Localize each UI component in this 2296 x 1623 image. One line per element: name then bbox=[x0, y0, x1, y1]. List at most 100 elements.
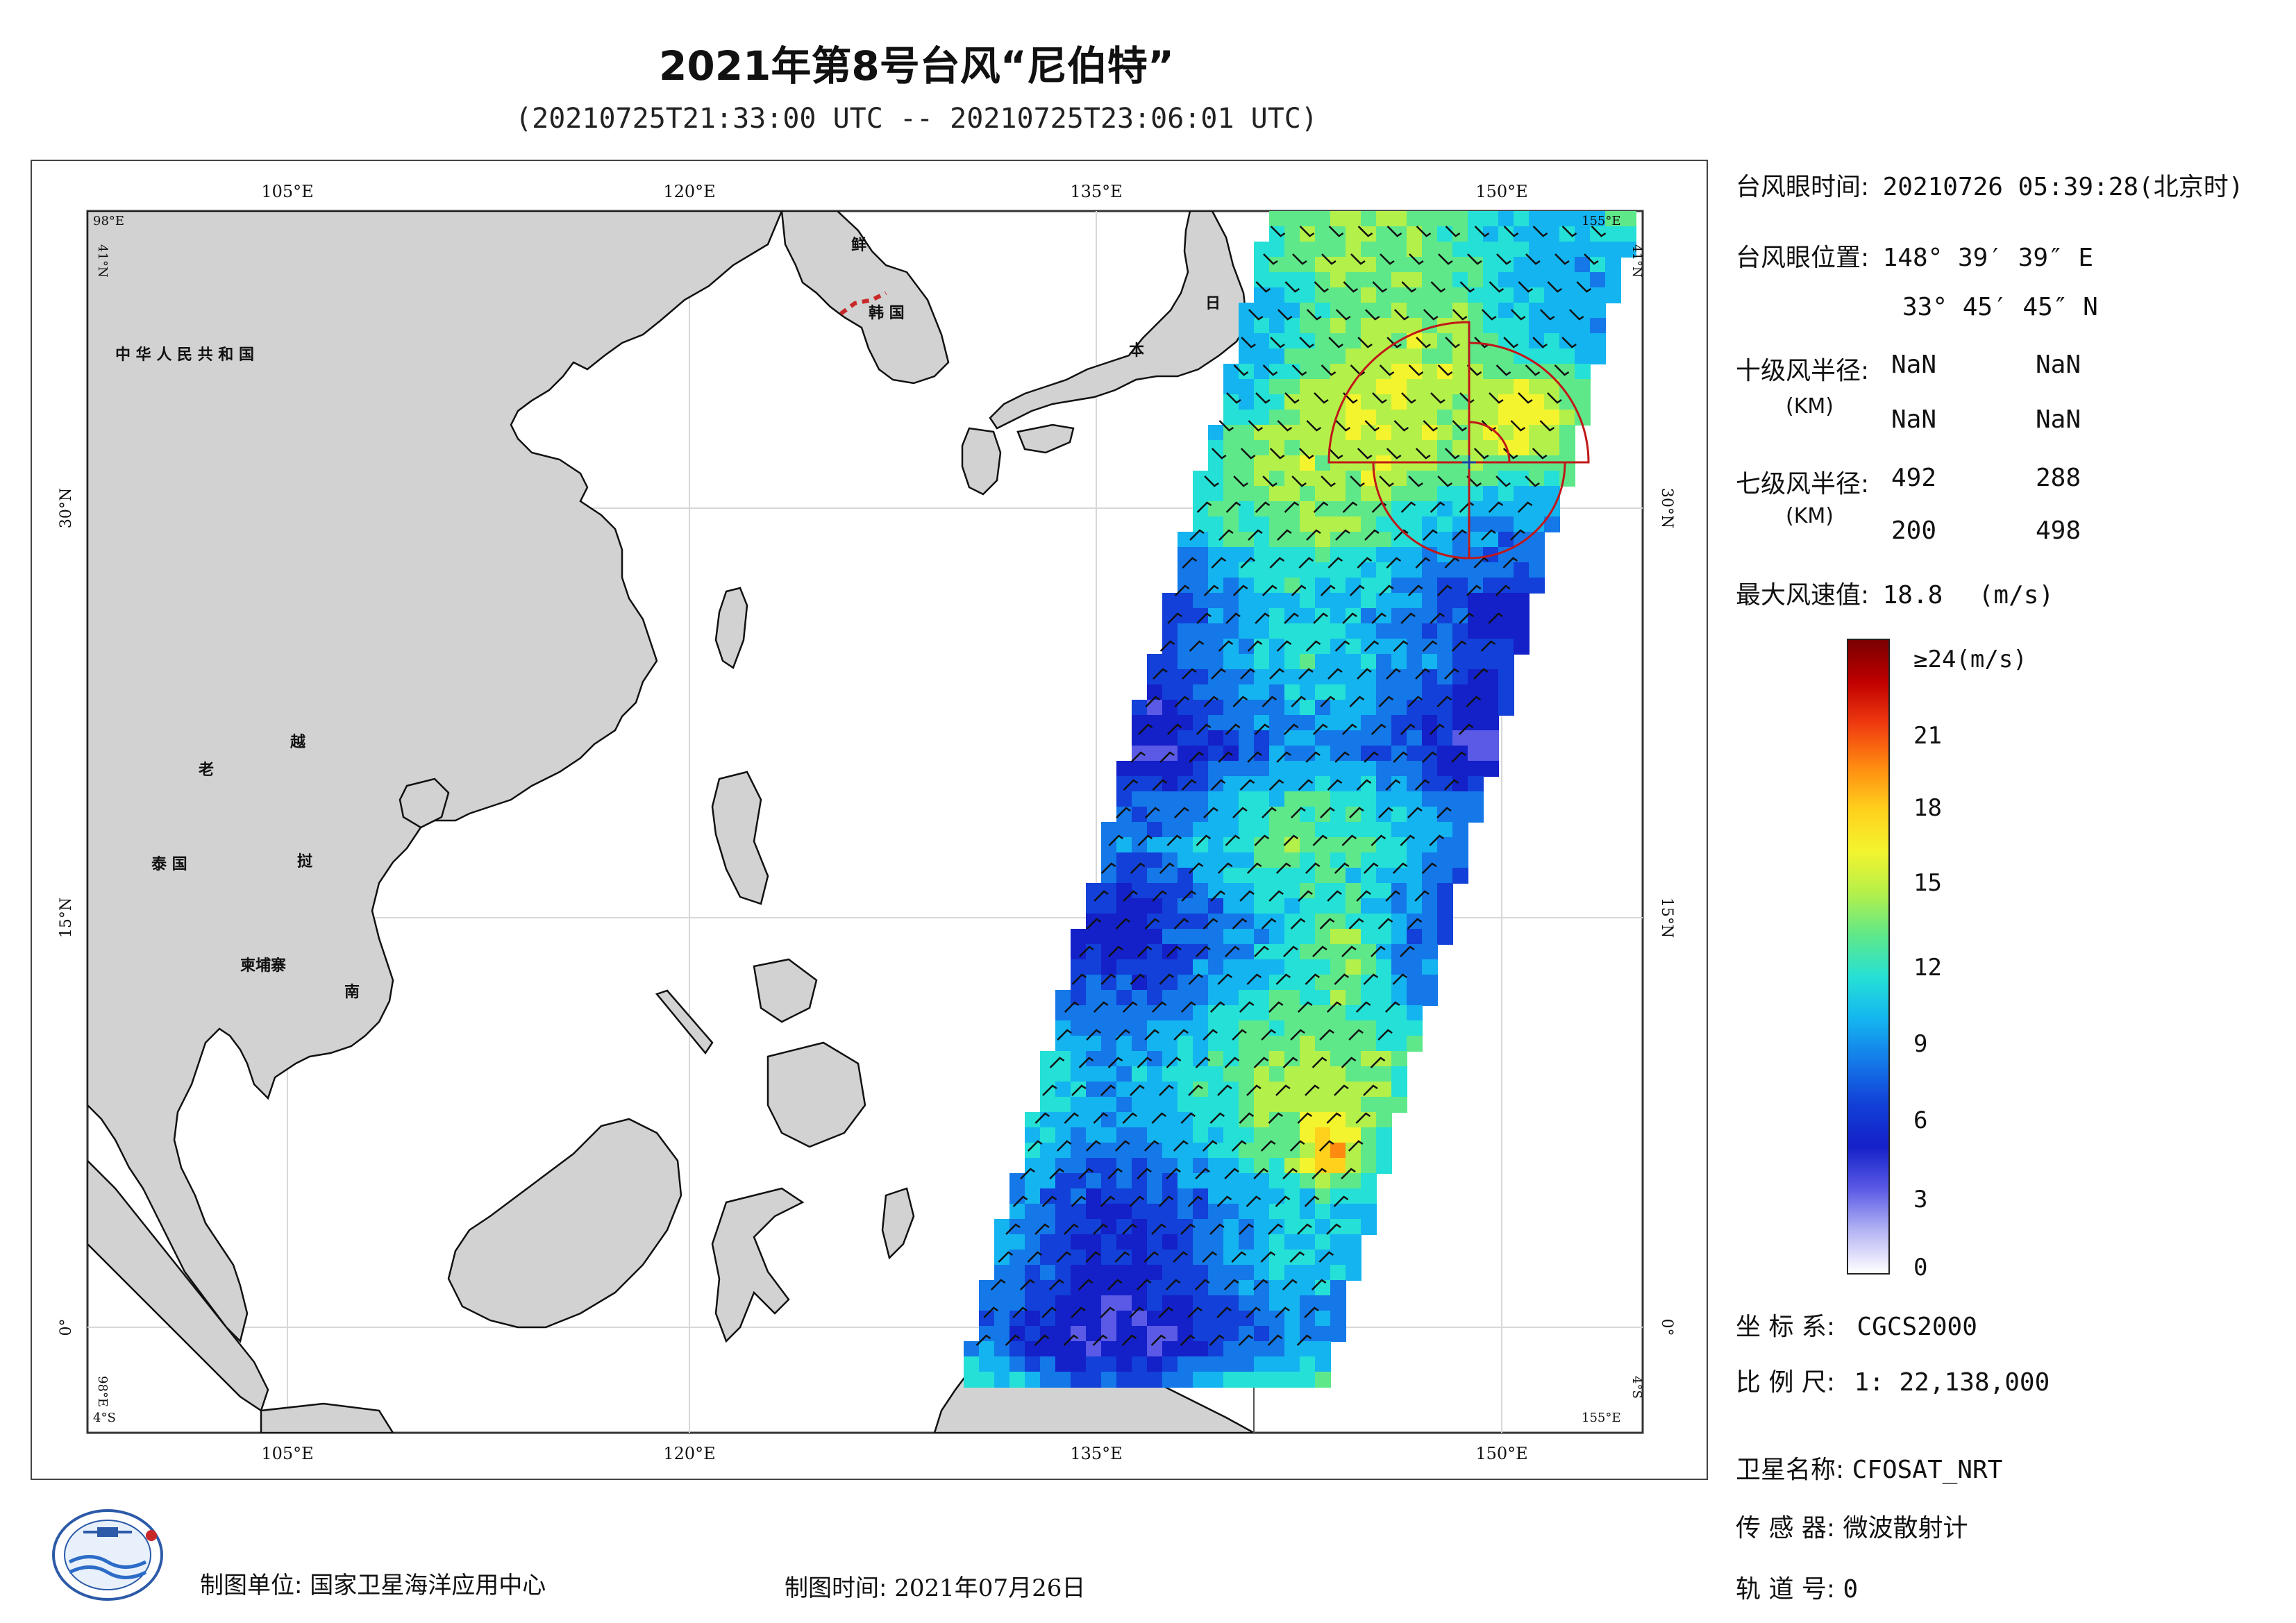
corner-tr-lat: 41°N bbox=[1629, 244, 1644, 278]
r7-unit: (KM) bbox=[1786, 504, 1834, 528]
sensor-value: 微波散射计 bbox=[1843, 1514, 1968, 1542]
eye-time-value: 20210726 05:39:28(北京时) bbox=[1882, 173, 2244, 201]
corner-tl-lon: 98°E bbox=[93, 214, 124, 228]
lon-label-top-150: 150°E bbox=[1475, 182, 1527, 201]
r7-value-ne: 492 bbox=[1891, 464, 1937, 492]
typhoon-wind-map: 中 华 人 民 共 和 国 鲜 韩 国 日 本 老 越 泰 国 挝 柬埔寨 南 … bbox=[58, 182, 1675, 1463]
lon-label-bottom-120: 120°E bbox=[663, 1444, 715, 1463]
lon-label-bottom-135: 135°E bbox=[1070, 1444, 1122, 1463]
scale-value: 1: 22,138,000 bbox=[1854, 1368, 2050, 1397]
map-frame: 中 华 人 民 共 和 国 鲜 韩 国 日 本 老 越 泰 国 挝 柬埔寨 南 … bbox=[31, 160, 1708, 1480]
label-thailand: 泰 国 bbox=[151, 856, 187, 873]
philippines-visayas bbox=[753, 958, 818, 1023]
satellite-label: 卫星名称: bbox=[1736, 1456, 1845, 1484]
korea-peninsula bbox=[780, 211, 950, 385]
philippines-mindanao bbox=[766, 1041, 866, 1148]
lat-label-right-15: 15°N bbox=[1658, 898, 1675, 938]
palawan-island bbox=[655, 989, 714, 1055]
lon-label-top-135: 135°E bbox=[1070, 182, 1122, 201]
scale-label: 比 例 尺: bbox=[1736, 1368, 1836, 1397]
colorbar-tick-0: 0 bbox=[1913, 1254, 1928, 1281]
producer-label: 制图单位: bbox=[200, 1572, 303, 1599]
corner-bl-lat: 4°S bbox=[93, 1411, 116, 1425]
label-vietnam: 越 bbox=[290, 734, 306, 751]
colorbar-top-label: ≥24(m/s) bbox=[1913, 646, 2027, 673]
date-value: 2021年07月26日 bbox=[894, 1574, 1086, 1602]
eye-longitude: 148° 39′ 39″ E bbox=[1882, 244, 2094, 272]
borneo-island bbox=[447, 1118, 682, 1329]
eye-latitude: 33° 45′ 45″ N bbox=[1902, 293, 2098, 321]
lon-label-top-105: 105°E bbox=[261, 182, 313, 201]
corner-br-lat: 4°S bbox=[1629, 1376, 1644, 1399]
r10-value-nw: NaN bbox=[2036, 405, 2081, 434]
map-subtitle: (20210725T21:33:00 UTC -- 20210725T23:06… bbox=[515, 103, 1318, 135]
java-island bbox=[260, 1402, 394, 1433]
nsoas-logo bbox=[52, 1509, 163, 1601]
lat-label-left-30: 30°N bbox=[58, 488, 75, 528]
orbit-value: 0 bbox=[1843, 1575, 1859, 1604]
label-north-korea: 鲜 bbox=[851, 237, 866, 254]
label-japan-1: 日 bbox=[1205, 295, 1221, 312]
lat-label-left-0: 0° bbox=[58, 1319, 75, 1336]
wind-radius-quadrants bbox=[1327, 321, 1590, 560]
wind-speed-colorbar bbox=[1847, 639, 1890, 1275]
corner-br-lon: 155°E bbox=[1582, 1411, 1621, 1425]
r10-value-se: NaN bbox=[2036, 351, 2081, 379]
philippines-luzon bbox=[711, 771, 769, 905]
hainan-island bbox=[399, 777, 450, 829]
r10-unit: (KM) bbox=[1786, 394, 1834, 419]
r7-value-se: 288 bbox=[2036, 464, 2081, 492]
crs-label: 坐 标 系: bbox=[1736, 1313, 1836, 1341]
colorbar-tick-21: 21 bbox=[1913, 722, 1942, 750]
crs-value: CGCS2000 bbox=[1857, 1313, 1977, 1341]
japan-kyushu bbox=[961, 427, 1002, 496]
corner-tr-lon: 155°E bbox=[1582, 214, 1621, 228]
producer-value: 国家卫星海洋应用中心 bbox=[310, 1572, 546, 1599]
taiwan-island bbox=[714, 587, 748, 669]
label-cambodia: 柬埔寨 bbox=[240, 957, 286, 975]
max-wind-unit: (m/s) bbox=[1978, 581, 2054, 609]
lon-label-bottom-105: 105°E bbox=[261, 1444, 313, 1463]
asia-mainland-landmass bbox=[87, 211, 783, 1343]
r10-label: 十级风半径: bbox=[1736, 357, 1870, 385]
lon-label-bottom-150: 150°E bbox=[1475, 1444, 1527, 1463]
label-laos: 老 bbox=[198, 762, 214, 779]
label-china: 中 华 人 民 共 和 国 bbox=[115, 346, 254, 364]
eye-position-label: 台风眼位置: bbox=[1736, 244, 1870, 272]
colorbar-tick-15: 15 bbox=[1913, 869, 1942, 897]
wind-speed-swath bbox=[964, 211, 1636, 1388]
label-vietnam-2: 南 bbox=[344, 984, 360, 1001]
colorbar-tick-18: 18 bbox=[1913, 794, 1942, 822]
halmahera-island bbox=[881, 1187, 915, 1260]
r10-value-sw: NaN bbox=[1891, 405, 1937, 434]
lat-label-right-30: 30°N bbox=[1658, 488, 1675, 528]
label-japan-2: 本 bbox=[1129, 342, 1144, 360]
colorbar-tick-3: 3 bbox=[1913, 1186, 1928, 1213]
corner-tl-lat: 41°N bbox=[95, 244, 110, 278]
lat-label-right-0: 0° bbox=[1658, 1319, 1675, 1336]
r7-value-nw: 498 bbox=[2036, 516, 2081, 545]
colorbar-tick-12: 12 bbox=[1913, 954, 1942, 982]
lon-label-top-120: 120°E bbox=[663, 182, 715, 201]
sulawesi-island bbox=[711, 1187, 805, 1343]
satellite-value: CFOSAT_NRT bbox=[1852, 1456, 2003, 1484]
korea-border bbox=[839, 291, 887, 316]
label-south-korea: 韩 国 bbox=[869, 304, 905, 322]
wind-barbs bbox=[975, 226, 1607, 1346]
orbit-label: 轨 道 号: bbox=[1736, 1575, 1836, 1604]
corner-bl-lon: 98°E bbox=[95, 1376, 110, 1407]
max-wind-value: 18.8 bbox=[1882, 581, 1943, 609]
r10-value-ne: NaN bbox=[1891, 351, 1937, 379]
date-label: 制图时间: bbox=[785, 1574, 887, 1602]
colorbar-tick-6: 6 bbox=[1913, 1107, 1928, 1134]
lat-label-left-15: 15°N bbox=[58, 898, 75, 938]
japan-shikoku bbox=[1016, 423, 1075, 454]
map-title: 2021年第8号台风“尼伯特” bbox=[658, 42, 1175, 90]
typhoon-eye-marker bbox=[1462, 455, 1476, 469]
r7-label: 七级风半径: bbox=[1736, 470, 1870, 498]
max-wind-label: 最大风速值: bbox=[1736, 581, 1870, 609]
r7-value-sw: 200 bbox=[1891, 516, 1937, 545]
sensor-label: 传 感 器: bbox=[1736, 1514, 1836, 1542]
label-laos-2: 挝 bbox=[297, 853, 313, 871]
colorbar-tick-9: 9 bbox=[1913, 1030, 1928, 1058]
